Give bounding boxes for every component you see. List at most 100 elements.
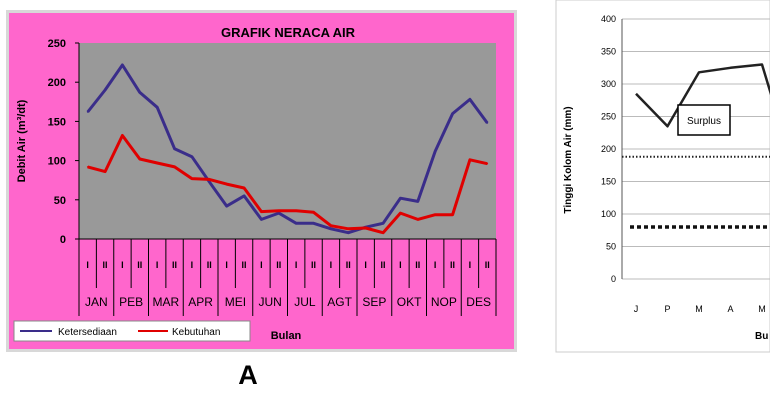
right-x-tick-label: A xyxy=(727,304,733,314)
data-point-kebutuhan xyxy=(121,134,124,137)
left-period-label: II xyxy=(415,260,420,270)
data-point-ketersediaan xyxy=(469,98,471,101)
left-period-label: II xyxy=(172,260,177,270)
left-month-label: JUL xyxy=(294,295,316,309)
left-period-label: I xyxy=(191,260,194,270)
left-period-label: I xyxy=(260,260,263,270)
data-point-ketersediaan xyxy=(156,106,158,109)
series-line-ketersediaan xyxy=(86,63,489,235)
right-x-tick-label: P xyxy=(664,304,670,314)
data-point-kebutuhan xyxy=(191,177,193,180)
right-y-tick-label: 300 xyxy=(601,79,616,89)
left-month-label: MEI xyxy=(225,295,246,309)
data-point-kebutuhan xyxy=(434,213,436,216)
left-month-label: JUN xyxy=(258,295,281,309)
left-period-label: II xyxy=(103,260,108,270)
data-point-kebutuhan xyxy=(347,228,350,230)
left-period-label: I xyxy=(399,260,402,270)
data-point-ketersediaan xyxy=(104,89,106,91)
left-y-tick-label: 50 xyxy=(54,195,66,207)
left-month-label: AGT xyxy=(327,295,352,309)
left-period-label: I xyxy=(330,260,333,270)
data-point-ketersediaan xyxy=(295,222,297,225)
data-point-ketersediaan xyxy=(399,197,402,200)
data-point-kebutuhan xyxy=(330,224,332,227)
left-period-label: I xyxy=(86,260,89,270)
right-x-tick-label: J xyxy=(634,304,639,314)
right-y-tick-label: 250 xyxy=(601,112,616,122)
left-month-label: DES xyxy=(466,295,491,309)
data-point-ketersediaan xyxy=(260,218,263,221)
right-x-axis-label: Bu xyxy=(755,331,768,342)
left-period-label: I xyxy=(225,260,228,270)
left-y-tick-label: 200 xyxy=(48,77,66,89)
left-legend: Ketersediaan Kebutuhan xyxy=(13,320,251,342)
data-point-ketersediaan xyxy=(208,180,211,183)
data-point-kebutuhan xyxy=(399,212,402,214)
left-period-label: I xyxy=(364,260,367,270)
data-point-kebutuhan xyxy=(156,162,158,164)
left-y-tick-label: 100 xyxy=(48,156,66,168)
data-point-kebutuhan xyxy=(139,158,141,160)
data-point-kebutuhan xyxy=(469,159,471,161)
data-point-kebutuhan xyxy=(382,231,384,234)
left-month-label: APR xyxy=(188,295,213,309)
left-period-label: I xyxy=(469,260,472,270)
left-month-label: NOP xyxy=(431,295,457,309)
data-point-ketersediaan xyxy=(347,231,350,234)
data-point-kebutuhan xyxy=(278,209,280,212)
data-point-ketersediaan xyxy=(434,150,436,152)
data-point-ketersediaan xyxy=(330,228,332,230)
data-point-kebutuhan xyxy=(208,178,211,181)
left-month-label: JAN xyxy=(85,295,108,309)
left-y-tick-label: 150 xyxy=(48,116,66,128)
left-period-label: II xyxy=(450,260,455,270)
legend-label-kebutuhan: Kebutuhan xyxy=(172,327,220,338)
left-month-label: SEP xyxy=(362,295,386,309)
left-period-label: I xyxy=(121,260,124,270)
right-y-tick-label: 50 xyxy=(606,242,616,252)
data-point-kebutuhan xyxy=(417,218,419,221)
left-period-label: I xyxy=(434,260,437,270)
right-main-line xyxy=(635,63,770,128)
left-period-label: I xyxy=(156,260,159,270)
data-point-kebutuhan xyxy=(225,183,228,185)
right-y-tick-label: 150 xyxy=(601,177,616,187)
left-month-label: PEB xyxy=(119,295,143,309)
series-line-kebutuhan xyxy=(87,134,488,235)
left-month-label: OKT xyxy=(397,295,422,309)
data-point-kebutuhan xyxy=(295,209,297,212)
data-point-ketersediaan xyxy=(173,148,176,150)
data-point-ketersediaan xyxy=(312,222,315,225)
data-point-ketersediaan xyxy=(451,112,454,115)
legend-label-ketersediaan: Ketersediaan xyxy=(58,327,117,338)
data-point-kebutuhan xyxy=(312,211,315,214)
data-point-kebutuhan xyxy=(243,187,245,189)
right-y-tick-label: 0 xyxy=(611,274,616,284)
surplus-annotation: Surplus xyxy=(687,116,721,127)
data-point-kebutuhan xyxy=(260,210,263,213)
right-y-ticks: 0 50 100 150 200 250 300 350 400 xyxy=(601,14,616,284)
legend-box xyxy=(13,320,251,342)
data-point-ketersediaan xyxy=(139,91,141,94)
left-period-label: II xyxy=(207,260,212,270)
data-point-kebutuhan xyxy=(364,227,367,229)
left-y-axis-label: Debit Air (m³/dt) xyxy=(16,99,28,182)
left-chart-title: GRAFIK NERACA AIR xyxy=(221,25,356,40)
right-y-tick-label: 100 xyxy=(601,209,616,219)
right-x-tick-label: M xyxy=(758,304,766,314)
data-point-ketersediaan xyxy=(121,64,124,66)
left-plot-area xyxy=(79,43,496,239)
data-point-ketersediaan xyxy=(191,155,193,158)
right-y-tick-label: 350 xyxy=(601,47,616,57)
right-series-group xyxy=(622,63,770,229)
data-point-ketersediaan xyxy=(417,200,419,203)
left-period-label: II xyxy=(242,260,247,270)
right-x-ticks: JPMAMJ xyxy=(634,304,766,314)
right-y-tick-label: 400 xyxy=(601,14,616,24)
data-point-kebutuhan xyxy=(173,166,176,168)
